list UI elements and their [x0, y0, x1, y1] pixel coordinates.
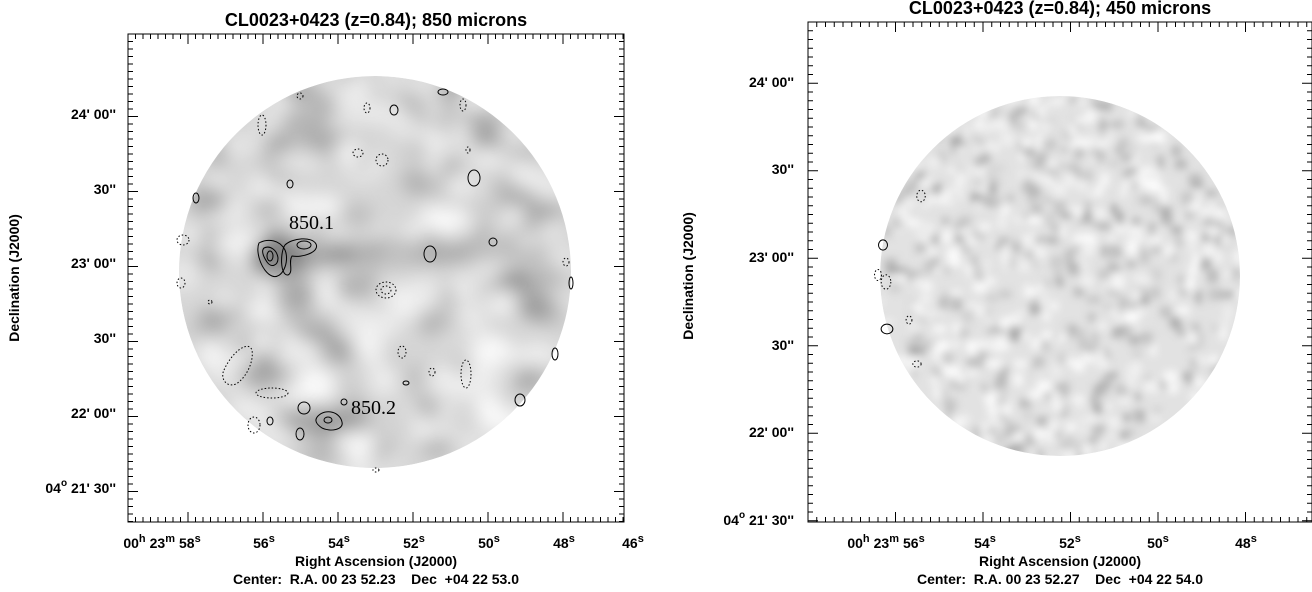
dec-tick-label: 30'' [772, 337, 794, 353]
ra-tick-label: 48s [1235, 533, 1257, 551]
ra-tick-label: 52s [403, 533, 425, 551]
dec-tick-label: 30'' [772, 161, 794, 177]
positive-contours [878, 239, 894, 335]
ra-tick-label: 52s [1059, 533, 1081, 551]
panel-title: CL0023+0423 (z=0.84); 850 microns [225, 10, 527, 30]
dec-tick-label-deg: 04o 21' 30'' [723, 510, 794, 528]
y-axis-label: Declination (J2000) [680, 212, 696, 340]
ra-tick-labels: 00h 23m 56s 54s 52s 50s 48s [847, 533, 1257, 551]
ra-tick-label: 50s [1147, 533, 1169, 551]
ra-tick-label: 54s [328, 533, 350, 551]
ra-tick-label: 48s [553, 533, 575, 551]
source-label-850-1: 850.1 [289, 212, 334, 234]
dec-tick-labels: 24' 00'' 30'' 23' 00'' 30'' 22' 00'' 04o… [45, 106, 116, 496]
plot-frame [807, 21, 1312, 523]
dec-tick-label: 30'' [94, 181, 116, 197]
panel-850-microns: CL0023+0423 (z=0.84); 850 microns [6, 10, 644, 587]
x-axis-label: Right Ascension (J2000) [979, 553, 1141, 569]
ra-tick-label: 00h 23m 56s [847, 533, 924, 551]
panel-title: CL0023+0423 (z=0.84); 450 microns [909, 0, 1211, 18]
dec-tick-label: 22' 00'' [71, 405, 116, 421]
panel-450-microns: CL0023+0423 (z=0.84); 450 microns 24' 00… [680, 0, 1312, 587]
positive-contours [192, 88, 574, 441]
negative-contours [176, 92, 570, 473]
dec-tick-label: 22' 00'' [749, 424, 794, 440]
ra-tick-label: 46s [622, 533, 644, 551]
dec-tick-label: 23' 00'' [71, 255, 116, 271]
ra-tick-labels: 00h 23m 58s 56s 54s 52s 50s 48s 46s [123, 533, 644, 551]
ra-tick-label: 50s [478, 533, 500, 551]
plot-frame [127, 33, 625, 523]
center-coordinates: Center: R.A. 00 23 52.23 Dec +04 22 53.0 [233, 571, 519, 587]
flux-map [880, 96, 1240, 456]
source-label-850-2: 850.2 [351, 397, 396, 419]
y-axis-label: Declination (J2000) [6, 214, 22, 342]
ra-tick-label: 00h 23m 58s [123, 533, 200, 551]
x-axis-label: Right Ascension (J2000) [295, 553, 457, 569]
dec-tick-labels: 24' 00'' 30'' 23' 00'' 30'' 22' 00'' 04o… [723, 74, 794, 528]
negative-contours [874, 189, 926, 368]
dec-tick-label: 23' 00'' [749, 249, 794, 265]
ra-tick-label: 54s [974, 533, 996, 551]
ra-tick-label: 56s [253, 533, 275, 551]
center-coordinates: Center: R.A. 00 23 52.27 Dec +04 22 54.0 [917, 571, 1203, 587]
dec-tick-label: 24' 00'' [749, 74, 794, 90]
dec-tick-label-deg: 04o 21' 30'' [45, 478, 116, 496]
dec-tick-label: 30'' [94, 330, 116, 346]
dec-tick-label: 24' 00'' [71, 106, 116, 122]
